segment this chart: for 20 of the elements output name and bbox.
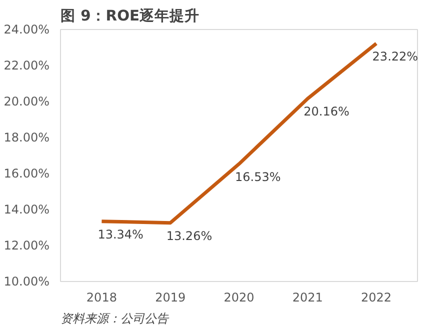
y-tick-label: 14.00% [4,202,50,216]
y-tick-label: 20.00% [4,94,50,108]
y-tick-label: 18.00% [4,130,50,144]
x-tick-label: 2020 [224,290,254,304]
y-tick-label: 22.00% [4,58,50,72]
text: 13.26% [166,228,212,243]
y-tick-label: 10.00% [4,274,50,288]
y-tick-label: 24.00% [4,22,50,36]
text: 20.16% [304,104,350,119]
x-tick-label: 2019 [155,290,186,304]
x-tick-label: 2021 [292,290,323,304]
chart-title: 图 9：ROE逐年提升 [60,8,200,24]
text: 16.53% [235,170,281,184]
x-tick-label: 2018 [86,290,117,304]
x-tick-label: 2022 [361,290,392,304]
text: 23.22% [372,50,418,64]
text: 资料来源：公司公告 [60,312,170,326]
y-tick-label: 16.00% [4,166,50,180]
y-tick-label: 12.00% [4,238,50,252]
text: 13.34% [98,227,144,242]
